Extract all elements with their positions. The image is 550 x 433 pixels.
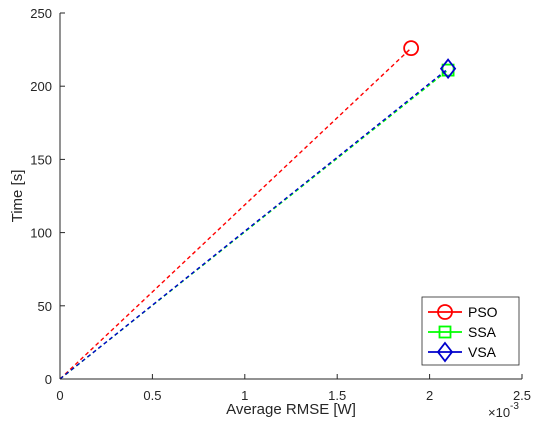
x-ticks: 0 0.5 1 1.5 2 2.5 bbox=[56, 374, 531, 403]
data-point-pso bbox=[403, 40, 420, 57]
legend-items: PSO SSA VSA bbox=[428, 304, 498, 363]
legend-marker-vsa bbox=[436, 341, 454, 363]
legend: PSO SSA VSA bbox=[421, 296, 520, 366]
axes-layer bbox=[59, 13, 522, 380]
x-tick-label: 2.5 bbox=[513, 388, 531, 403]
x-exponent: ×10 -3 bbox=[488, 401, 519, 420]
y-tick-label: 50 bbox=[38, 299, 52, 314]
legend-marker-ssa bbox=[438, 325, 452, 339]
legend-label-vsa: VSA bbox=[468, 344, 497, 360]
y-tick-label: 200 bbox=[30, 79, 52, 94]
y-tick-label: 150 bbox=[30, 152, 52, 167]
series-line-vsa bbox=[59, 68, 449, 380]
x-tick-label: 1.5 bbox=[328, 388, 346, 403]
legend-item-vsa: VSA bbox=[428, 341, 497, 363]
legend-item-ssa: SSA bbox=[428, 324, 497, 340]
y-tick-label: 250 bbox=[30, 6, 52, 21]
legend-label-pso: PSO bbox=[468, 304, 498, 320]
y-axis-label: Time [s] bbox=[9, 170, 26, 223]
series-layer bbox=[59, 40, 457, 380]
y-ticks: 0 50 100 150 200 250 bbox=[30, 6, 65, 387]
x-tick-label: 1 bbox=[241, 388, 248, 403]
y-tick-label: 100 bbox=[30, 226, 52, 241]
legend-item-pso: PSO bbox=[428, 304, 498, 320]
legend-label-ssa: SSA bbox=[468, 324, 497, 340]
legend-marker-pso bbox=[437, 304, 453, 320]
x-exponent-power: -3 bbox=[510, 401, 519, 412]
data-point-vsa bbox=[439, 58, 457, 80]
y-tick-label: 0 bbox=[45, 372, 52, 387]
x-tick-label: 0 bbox=[56, 388, 63, 403]
x-tick-label: 2 bbox=[426, 388, 433, 403]
x-tick-label: 0.5 bbox=[143, 388, 161, 403]
x-axis-label: Average RMSE [W] bbox=[226, 401, 356, 418]
x-exponent-base: ×10 bbox=[488, 405, 510, 420]
series-line-pso bbox=[59, 47, 412, 380]
